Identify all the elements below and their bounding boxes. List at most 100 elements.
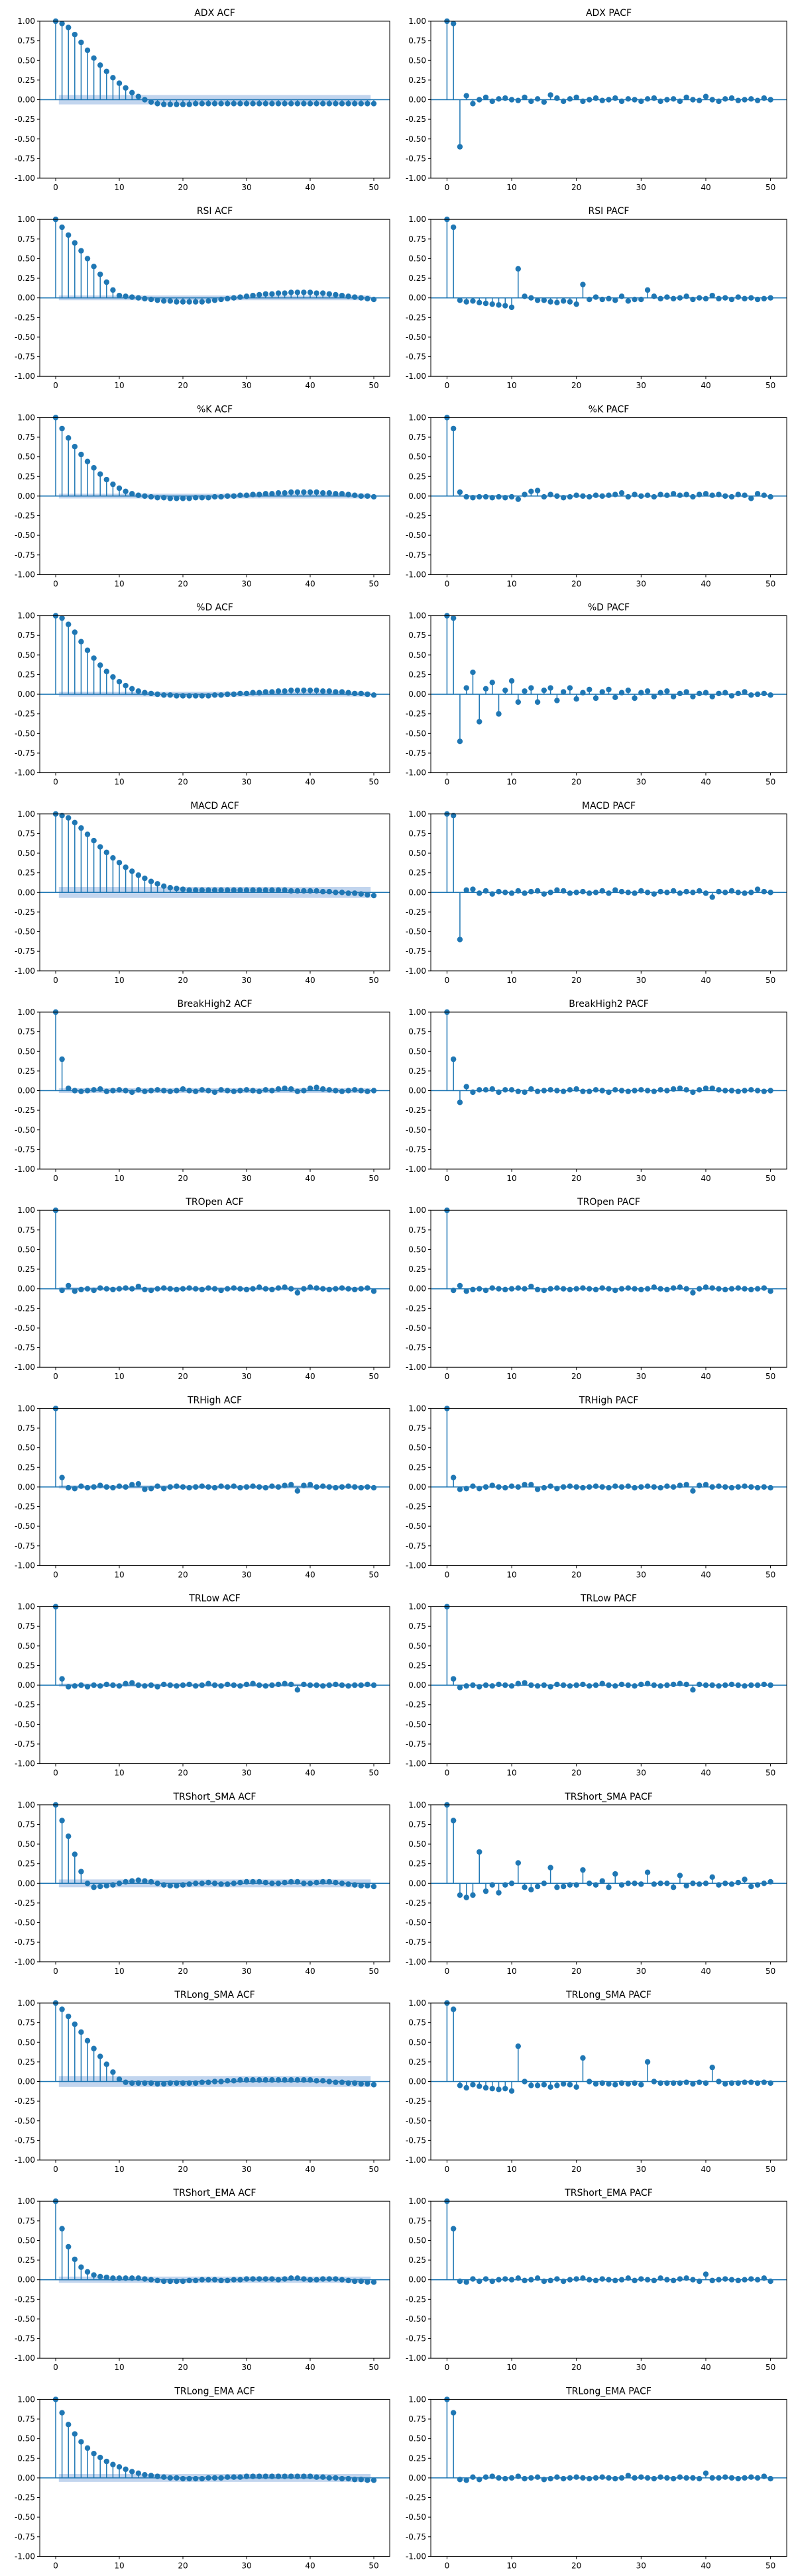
stem-marker [709,292,715,299]
stem-marker [78,1869,84,1875]
stem-marker [618,690,625,696]
stem-marker [186,1484,192,1491]
stem-marker [180,101,186,107]
subplot: 1.000.750.500.250.00-0.25-0.50-0.75-1.00… [15,1792,390,1976]
stem-marker [547,299,553,305]
stem-marker [463,2085,469,2091]
subplot: 1.000.750.500.250.00-0.25-0.50-0.75-1.00… [15,1395,390,1579]
stem-marker [644,1483,651,1489]
stem-marker [66,2243,72,2250]
stem-marker [84,1684,91,1690]
stem-marker [722,493,728,499]
stem-marker [225,691,231,697]
stem-marker [482,1087,489,1093]
stem-marker [218,1483,224,1489]
y-tick-label: 0.50 [408,2236,426,2245]
stem-marker [477,493,482,500]
stem-marker [599,888,605,894]
stem-marker [333,1484,339,1491]
x-tick-label: 20 [178,579,188,588]
stem-marker [696,1087,703,1093]
stem-marker [174,1088,180,1094]
stem-marker [560,888,567,894]
stem-marker [205,2277,211,2283]
y-tick-label: -0.25 [15,907,35,917]
stem-marker [606,686,612,693]
stem-marker [301,2276,307,2282]
stem-marker [735,890,741,896]
stem-marker [333,1879,339,1886]
stem-marker [496,2277,502,2283]
stem-marker [677,2474,683,2480]
stem-marker [657,1484,663,1491]
stem-marker [78,451,84,458]
stem-marker [72,1683,78,1689]
y-tick-label: -1.00 [15,174,35,183]
y-tick-label: 1.00 [17,215,35,224]
y-tick-label: -1.00 [406,372,426,381]
y-tick-label: 0.25 [408,76,426,85]
stem-marker [716,295,722,302]
stem-marker [72,240,78,246]
stem-marker [218,101,224,107]
stem-marker [218,1683,224,1689]
x-tick-label: 10 [114,1769,124,1778]
y-tick-label: 1.00 [17,413,35,422]
stem-marker [560,495,567,501]
y-tick-label: -0.50 [15,1918,35,1928]
stem-marker [250,690,256,696]
x-tick-label: 0 [445,579,450,588]
stem-marker [573,2276,579,2282]
stem-marker [541,1484,547,1491]
stem-marker [664,1880,670,1886]
stem-marker [199,101,205,107]
stem-marker [345,1881,351,1887]
stem-marker [154,1880,160,1886]
stem-marker [294,101,300,107]
stem-marker [116,2464,123,2470]
x-tick-label: 50 [766,2363,775,2372]
stem-marker [735,491,741,497]
stem-marker [606,295,612,302]
y-tick-label: 0.25 [17,1264,35,1274]
y-tick-label: 0.75 [17,433,35,442]
y-tick-label: -0.25 [15,2294,35,2304]
stem-marker [370,1288,377,1294]
stem-marker [110,2069,116,2075]
stem-marker [301,101,307,107]
stem-marker [161,1486,167,1492]
subplot: 1.000.750.500.250.00-0.25-0.50-0.75-1.00… [406,8,787,192]
stem-marker [716,1483,722,1489]
stem-marker [489,2085,495,2092]
stem-marker [696,295,703,301]
stem-marker [567,1286,573,1293]
stem-marker [199,2079,205,2085]
stem-marker [450,1056,457,1062]
stem-marker [358,1088,364,1094]
stem-marker [211,297,218,303]
stem-marker [664,1088,670,1094]
stem-marker [294,1687,300,1693]
stem-marker [618,1484,625,1490]
stem-marker [123,1285,129,1291]
stem-marker [301,2077,307,2083]
stem-marker [275,1880,282,1886]
stem-marker [167,692,173,698]
stem-marker [180,886,186,892]
stem-marker [554,1486,560,1492]
stem-marker [78,39,84,46]
stem-marker [528,98,534,105]
stem-marker [326,2276,332,2282]
stem-marker [142,1486,148,1492]
stem-marker [728,1681,735,1688]
y-tick-label: 0.75 [17,631,35,640]
y-tick-label: -0.75 [406,2334,426,2344]
y-tick-label: 1.00 [408,2196,426,2206]
stem-marker [728,296,735,303]
stem-marker [294,1879,300,1885]
stem-marker [59,1474,65,1480]
x-tick-label: 40 [701,778,710,787]
subplot: 1.000.750.500.250.00-0.25-0.50-0.75-1.00… [15,1197,390,1381]
stem-marker [606,1286,612,1292]
